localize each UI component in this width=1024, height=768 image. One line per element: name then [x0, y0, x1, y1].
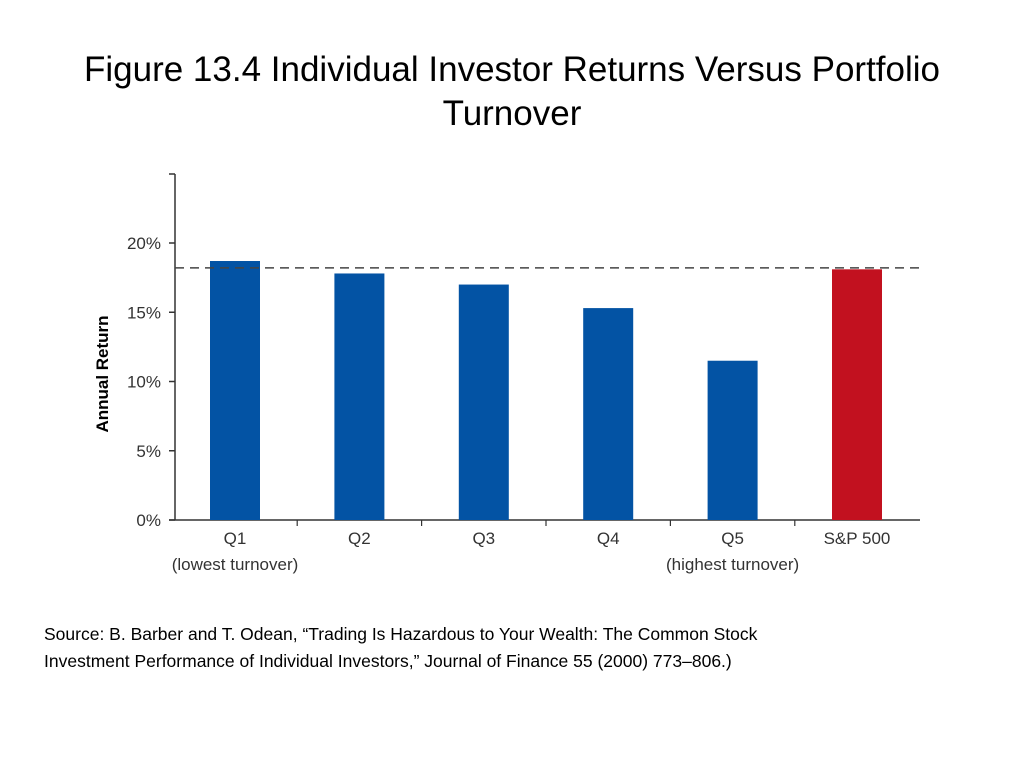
y-tick-label: 5%: [136, 442, 161, 461]
source-line-2: Investment Performance of Individual Inv…: [44, 651, 732, 671]
x-tick-label: Q5: [721, 529, 744, 548]
bar-q5: [707, 360, 758, 520]
slide-title-line-1: Figure 13.4 Individual Investor Returns …: [84, 50, 940, 89]
bar-q3: [458, 284, 509, 520]
slide-title-line-2: Turnover: [442, 94, 582, 133]
x-tick-label: Q3: [472, 529, 495, 548]
bar-q2: [334, 273, 385, 520]
y-tick-label: 0%: [136, 511, 161, 530]
bar-q1: [210, 261, 260, 520]
source-line-1: Source: B. Barber and T. Odean, “Trading…: [44, 624, 758, 644]
y-tick-label: 20%: [127, 234, 161, 253]
source-note: Source: B. Barber and T. Odean, “Trading…: [44, 621, 944, 675]
bar-q4: [583, 308, 634, 520]
y-tick-label: 10%: [127, 373, 161, 392]
y-axis-label: Annual Return: [93, 315, 112, 432]
slide-title: Figure 13.4 Individual Investor Returns …: [40, 48, 984, 136]
x-tick-sublabel: (highest turnover): [666, 555, 799, 574]
x-tick-sublabel: (lowest turnover): [172, 555, 299, 574]
bar-sp500: [832, 269, 882, 520]
x-tick-label: S&P 500: [824, 529, 891, 548]
y-tick-label: 15%: [127, 303, 161, 322]
x-tick-label: Q4: [597, 529, 620, 548]
x-tick-label: Q1: [224, 529, 247, 548]
x-tick-label: Q2: [348, 529, 371, 548]
